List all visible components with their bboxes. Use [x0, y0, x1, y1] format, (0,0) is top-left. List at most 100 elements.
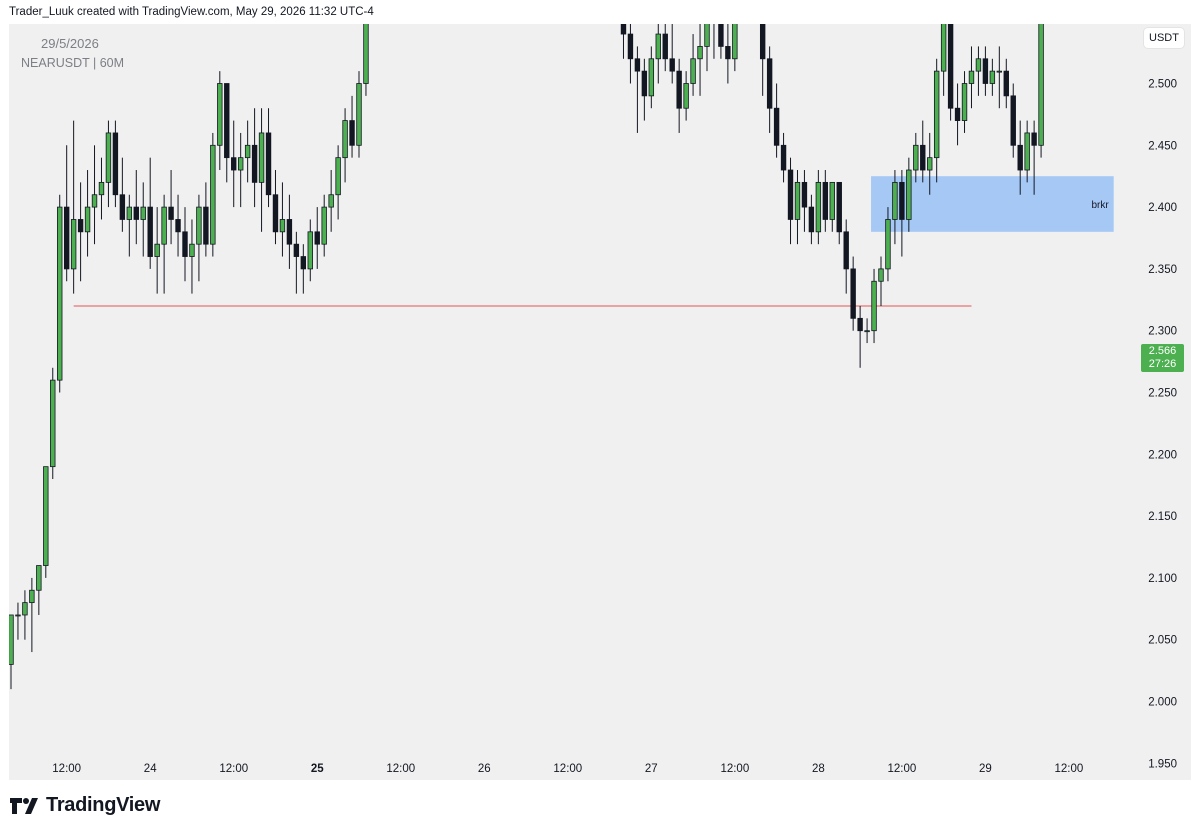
candle-body	[759, 24, 766, 60]
bearish-candle	[63, 145, 70, 282]
candle-body	[829, 181, 835, 220]
candle-body	[210, 144, 216, 245]
candle-body	[697, 46, 703, 60]
candle-body	[119, 194, 126, 220]
candle-body	[954, 107, 961, 121]
candle-body	[133, 206, 139, 220]
bullish-candle	[940, 24, 947, 96]
bullish-candle	[933, 58, 940, 183]
y-axis-tick-label: 2.000	[1148, 697, 1177, 709]
y-axis-tick-label: 2.350	[1148, 264, 1177, 276]
tradingview-logo[interactable]: TradingView	[10, 794, 160, 817]
bearish-candle	[175, 194, 181, 257]
bullish-candle	[321, 194, 327, 257]
candle-body	[850, 268, 856, 319]
bullish-candle	[356, 71, 362, 158]
candle-body	[43, 466, 49, 566]
bullish-candle	[328, 170, 334, 232]
candle-body	[300, 256, 307, 270]
bearish-candle	[77, 182, 84, 282]
bearish-candle	[947, 24, 954, 121]
x-axis-tick-label: 29	[979, 763, 992, 775]
candle-body	[725, 46, 731, 60]
candle-body	[57, 206, 63, 381]
bearish-candle	[627, 24, 634, 84]
bearish-candle	[634, 46, 641, 133]
candle-body	[718, 24, 724, 47]
candle-body	[231, 157, 237, 171]
last-price-label: 2.566 27:26	[1141, 344, 1184, 372]
candle-body	[91, 194, 98, 208]
bullish-candle	[363, 24, 369, 96]
candle-body	[732, 24, 738, 60]
bearish-candle	[314, 207, 320, 269]
bearish-candle	[147, 157, 153, 269]
candle-body	[947, 24, 954, 109]
bullish-candle	[57, 194, 63, 393]
candle-body	[286, 219, 293, 245]
bullish-candle	[98, 157, 105, 220]
candle-body	[321, 206, 327, 245]
candle-body	[29, 589, 35, 604]
currency-button[interactable]: USDT	[1144, 28, 1184, 48]
candle-body	[892, 181, 898, 220]
y-axis-tick-label: 2.150	[1148, 511, 1177, 523]
bullish-candle	[794, 170, 801, 245]
bullish-candle	[1038, 24, 1044, 158]
bullish-candle	[140, 182, 146, 257]
bearish-candle	[780, 132, 787, 183]
candle-body	[36, 565, 42, 591]
bearish-candle	[857, 305, 863, 368]
bullish-candle	[9, 614, 14, 690]
bullish-candle	[342, 108, 348, 183]
bullish-candle	[885, 207, 891, 282]
bearish-candle	[620, 24, 627, 59]
candle-body	[975, 58, 982, 72]
candle-body	[857, 317, 863, 332]
bearish-candle	[843, 219, 849, 294]
bar-countdown: 27:26	[1148, 358, 1177, 370]
candle-body	[899, 181, 905, 220]
x-axis-tick-label: 12:00	[52, 763, 81, 775]
bullish-candle	[84, 170, 91, 257]
bearish-candle	[920, 120, 926, 183]
bullish-candle	[892, 170, 898, 245]
y-axis-tick-label: 2.300	[1148, 326, 1177, 338]
bearish-candle	[286, 194, 293, 269]
chart-panel[interactable]: brkr 1.950 2.000 2.050 2.100 2.150 2.200 2.250 2…	[9, 24, 1191, 780]
bearish-candle	[836, 181, 842, 245]
bullish-candle	[996, 46, 1003, 109]
candle-body	[871, 280, 877, 332]
candle-body	[328, 194, 334, 208]
candle-body	[669, 58, 675, 72]
bullish-candle	[690, 34, 696, 96]
zone-label: brkr	[1091, 200, 1109, 211]
candle-body	[787, 169, 794, 220]
bearish-candle	[641, 58, 648, 121]
candle-body	[307, 231, 313, 270]
bearish-candle	[168, 170, 174, 245]
bullish-candle	[697, 24, 703, 96]
bearish-candle	[850, 256, 856, 331]
candle-body	[927, 157, 933, 171]
legend-symbol[interactable]: NEARUSDT | 60M	[21, 56, 125, 70]
bullish-candle	[217, 71, 223, 171]
bearish-candle	[808, 194, 815, 245]
x-axis-tick-label: 27	[645, 763, 658, 775]
bullish-candle	[196, 194, 202, 282]
candle-body	[22, 602, 28, 616]
candle-body	[996, 70, 1003, 73]
bullish-candle	[22, 590, 28, 640]
tradingview-wordmark: TradingView	[46, 794, 161, 816]
candle-body	[258, 132, 265, 183]
bearish-candle	[899, 170, 905, 257]
y-axis-tick-label: 2.050	[1148, 635, 1177, 647]
bearish-candle	[954, 83, 961, 146]
candle-body	[906, 169, 912, 220]
x-axis-tick-label: 12:00	[720, 763, 749, 775]
bearish-candle	[265, 108, 272, 208]
candlestick-chart[interactable]: brkr 1.950 2.000 2.050 2.100 2.150 2.200 2.250 2…	[9, 24, 1191, 780]
candle-body	[1003, 70, 1009, 97]
candle-body	[175, 219, 181, 233]
y-axis-tick-label: 2.250	[1148, 388, 1177, 400]
